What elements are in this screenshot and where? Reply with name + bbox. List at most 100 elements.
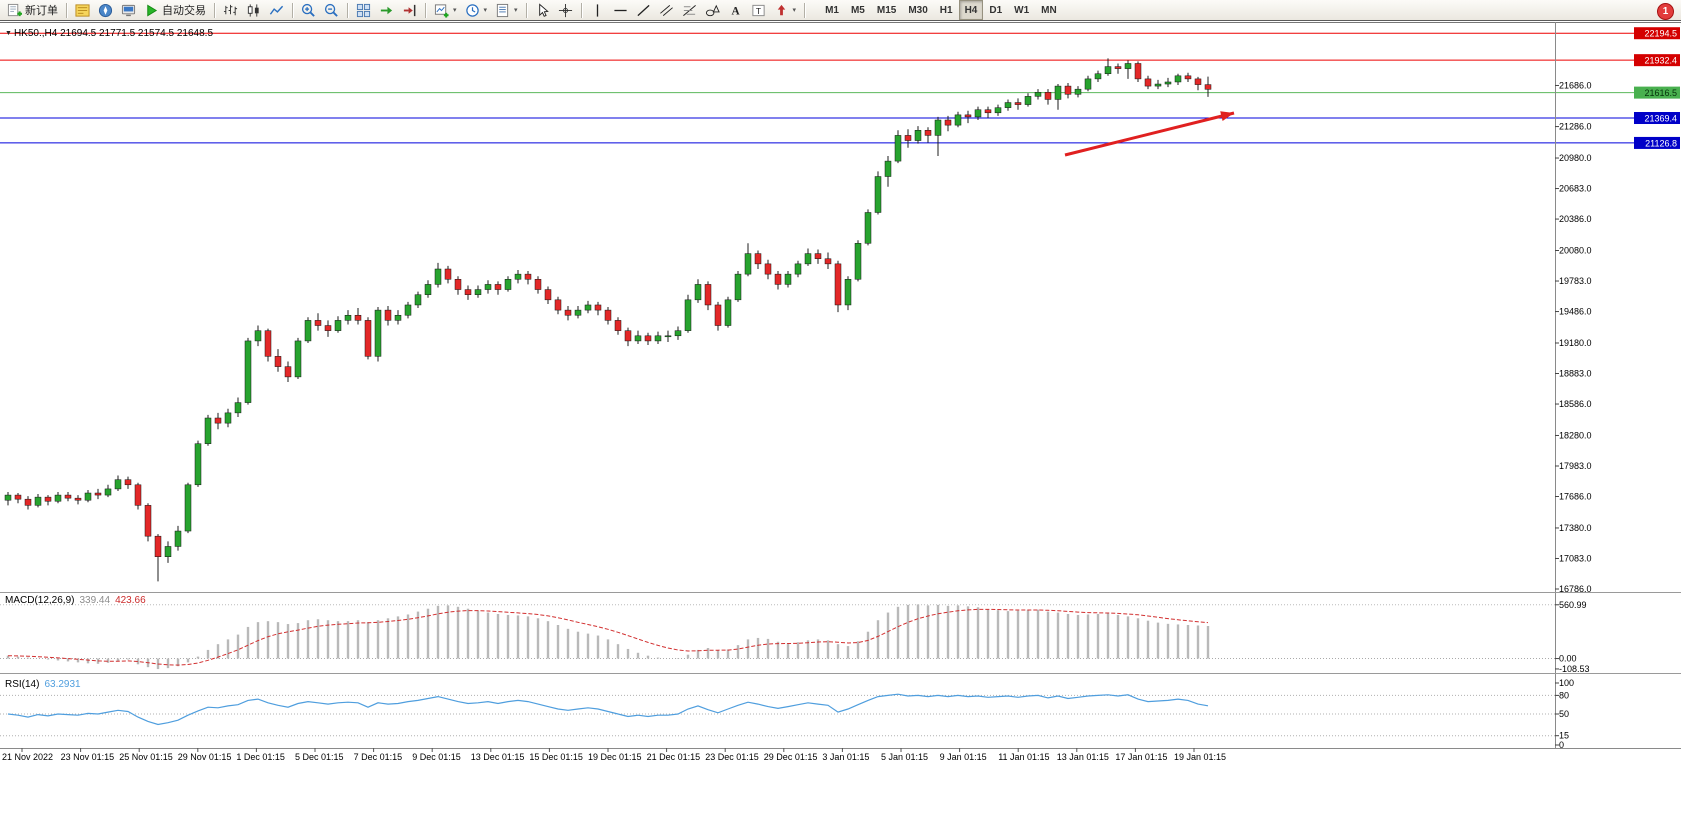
svg-text:20386.0: 20386.0 — [1559, 214, 1592, 224]
toolbar-separator — [214, 2, 215, 18]
timeframe-w1-button[interactable]: W1 — [1014, 4, 1030, 16]
equidistant-channel-button[interactable] — [655, 0, 678, 20]
svg-text:5 Jan 01:15: 5 Jan 01:15 — [881, 752, 928, 762]
svg-text:18586.0: 18586.0 — [1559, 399, 1592, 409]
crosshair-icon — [558, 3, 572, 17]
chevron-down-icon: ▾ — [483, 7, 488, 14]
vertical-line-button[interactable] — [586, 0, 609, 20]
timeframe-m30-button[interactable]: M30 — [908, 4, 928, 16]
price-chart[interactable]: 21686.0 21286.0 20980.0 20683.0 20386.0 20080… — [0, 22, 1681, 825]
rsi-panel: 100 80 50 150 — [0, 673, 1681, 750]
svg-text:21286.0: 21286.0 — [1559, 122, 1592, 132]
rsi-name: RSI(14) — [5, 679, 40, 690]
timeframe-m15-button[interactable]: M15 — [876, 4, 897, 16]
toolbar-separator — [66, 2, 67, 18]
bar-chart-button[interactable] — [219, 0, 242, 20]
cursor-button[interactable] — [531, 0, 554, 20]
toolbar-separator — [292, 2, 293, 18]
terminal-button[interactable] — [117, 0, 140, 20]
navigator-button[interactable] — [94, 0, 117, 20]
svg-text:560.99: 560.99 — [1559, 600, 1587, 610]
zoom-out-icon — [324, 3, 338, 17]
crosshair-button[interactable] — [554, 0, 577, 20]
svg-text:11 Jan 01:15: 11 Jan 01:15 — [998, 752, 1049, 762]
timeframe-h4-button[interactable]: H4 — [958, 0, 984, 20]
tile-windows-button[interactable] — [352, 0, 375, 20]
text-button[interactable]: A — [724, 0, 747, 20]
svg-text:21616.5: 21616.5 — [1644, 88, 1677, 98]
svg-text:23 Dec 01:15: 23 Dec 01:15 — [705, 752, 759, 762]
svg-text:17983.0: 17983.0 — [1559, 461, 1592, 471]
play-icon — [147, 4, 158, 16]
svg-text:15 Dec 01:15: 15 Dec 01:15 — [529, 752, 583, 762]
svg-text:9 Jan 01:15: 9 Jan 01:15 — [940, 752, 987, 762]
toolbar-separator — [347, 2, 348, 18]
zoom-in-icon — [301, 3, 315, 17]
periods-button[interactable]: ▾ — [461, 0, 492, 20]
svg-text:7 Dec 01:15: 7 Dec 01:15 — [354, 752, 403, 762]
vline-icon — [596, 3, 598, 17]
zoom-out-button[interactable] — [320, 0, 343, 20]
svg-text:20980.0: 20980.0 — [1559, 153, 1592, 163]
line-chart-button[interactable] — [265, 0, 288, 20]
templates-button[interactable]: ▾ — [491, 0, 522, 20]
timeframe-m5-button[interactable]: M5 — [850, 4, 865, 16]
svg-text:29 Dec 01:15: 29 Dec 01:15 — [764, 752, 818, 762]
autotrading-button[interactable]: 自动交易 — [140, 0, 210, 20]
svg-text:19 Jan 01:15: 19 Jan 01:15 — [1174, 752, 1226, 762]
fibonacci-button[interactable] — [678, 0, 701, 20]
toolbar-separator — [580, 2, 582, 18]
timeframe-mn-button[interactable]: MN — [1041, 4, 1057, 16]
svg-text:21686.0: 21686.0 — [1559, 80, 1592, 90]
chart-info-line: ▼ HK50.,H4 21694.5 21771.5 21574.5 21648.… — [5, 28, 213, 40]
text-a-icon: A — [731, 5, 740, 17]
timeframe-m1-button[interactable]: M1 — [825, 4, 839, 16]
horizontal-level-lines[interactable] — [0, 32, 1634, 144]
svg-text:19180.0: 19180.0 — [1559, 338, 1592, 348]
svg-text:21369.4: 21369.4 — [1644, 114, 1677, 124]
candlesticks — [4, 58, 1212, 582]
new-chart-button[interactable]: ▾ — [430, 0, 461, 20]
new-order-button[interactable]: 新订单 — [3, 0, 62, 20]
svg-text:17083.0: 17083.0 — [1559, 553, 1592, 563]
svg-text:19 Dec 01:15: 19 Dec 01:15 — [588, 752, 642, 762]
autotrading-label: 自动交易 — [162, 5, 206, 17]
svg-text:T: T — [755, 5, 760, 15]
timeframe-h1-button[interactable]: H1 — [939, 4, 953, 16]
arrow-objects-button[interactable]: ▾ — [770, 0, 801, 20]
notification-badge[interactable]: 1 — [1657, 3, 1674, 20]
zoom-in-button[interactable] — [297, 0, 320, 20]
new-chart-icon — [434, 3, 449, 18]
tile-icon — [356, 3, 371, 17]
chart-shift-icon — [403, 4, 416, 16]
svg-text:0: 0 — [1559, 740, 1564, 750]
svg-text:20080.0: 20080.0 — [1559, 246, 1592, 256]
svg-text:-108.53: -108.53 — [1559, 664, 1590, 674]
candlestick-chart-button[interactable] — [242, 0, 265, 20]
svg-text:17 Jan 01:15: 17 Jan 01:15 — [1115, 752, 1167, 762]
svg-text:21 Nov 2022: 21 Nov 2022 — [2, 752, 53, 762]
timeframe-d1-button[interactable]: D1 — [989, 4, 1003, 16]
template-icon — [496, 3, 509, 17]
price-scale[interactable]: 21686.0 21286.0 20980.0 20683.0 20386.0 20080… — [1555, 22, 1680, 748]
collapse-triangle-icon[interactable]: ▼ — [5, 30, 12, 37]
shapes-button[interactable] — [701, 0, 724, 20]
svg-text:25 Nov 01:15: 25 Nov 01:15 — [119, 752, 173, 762]
trend-arrow-annotation[interactable] — [1064, 111, 1235, 157]
svg-text:20683.0: 20683.0 — [1559, 184, 1592, 194]
auto-scroll-button[interactable] — [375, 0, 398, 20]
main-toolbar: 新订单 自动交易 ▾ ▾ ▾ A T ▾ M1 M5 M15 M30 H1 H4 D1 W1 MN — [0, 0, 1681, 21]
market-watch-button[interactable] — [71, 0, 94, 20]
new-order-label: 新订单 — [25, 5, 58, 17]
text-label-button[interactable]: T — [747, 0, 770, 20]
chart-shift-button[interactable] — [398, 0, 421, 20]
svg-text:0.00: 0.00 — [1559, 654, 1577, 664]
svg-text:18883.0: 18883.0 — [1559, 369, 1592, 379]
time-axis[interactable]: 21 Nov 2022 23 Nov 01:15 25 Nov 01:15 29 No… — [0, 748, 1681, 762]
svg-text:21932.4: 21932.4 — [1644, 56, 1677, 66]
trendline-button[interactable] — [632, 0, 655, 20]
rsi-value: 63.2931 — [44, 679, 81, 690]
horizontal-line-button[interactable] — [609, 0, 632, 20]
timeframe-group: M1 M5 M15 M30 H1 H4 D1 W1 MN — [819, 0, 1063, 20]
